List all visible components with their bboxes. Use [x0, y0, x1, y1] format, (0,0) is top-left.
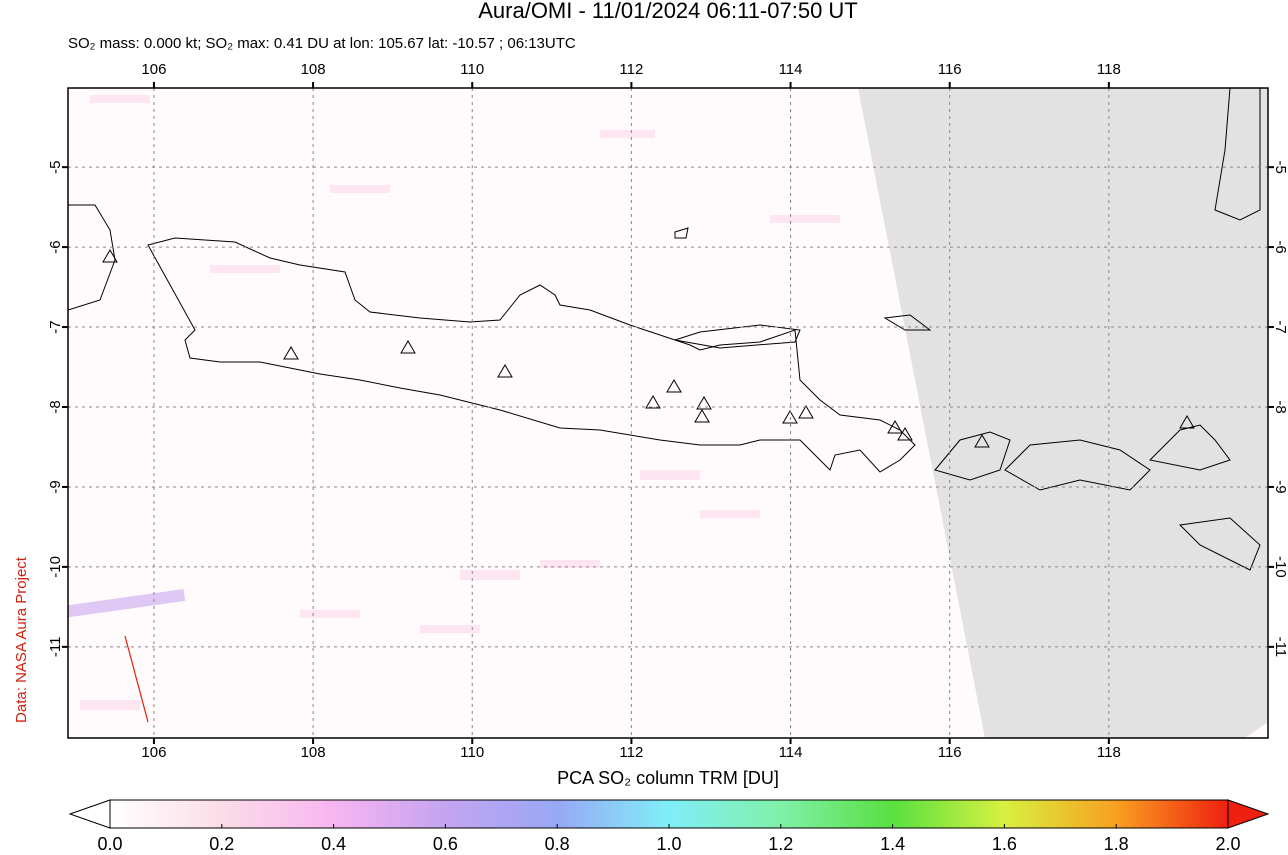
- colorbar-tick-label: 0.6: [433, 834, 458, 854]
- lon-label-bottom: 108: [301, 744, 326, 761]
- lat-label-left: -10: [47, 556, 64, 578]
- lon-label-top: 116: [938, 61, 962, 78]
- lon-label-top: 114: [779, 61, 803, 78]
- colorbar-tick-label: 1.8: [1104, 834, 1129, 854]
- colorbar: [109, 799, 1229, 829]
- lat-label-left: -11: [47, 637, 64, 658]
- colorbar-tick-label: 0.4: [321, 834, 346, 854]
- so2-pixels: [80, 95, 840, 710]
- colorbar-tick-label: 1.6: [992, 834, 1017, 854]
- frame-ticks: 106 106 108 108 110 110 112 112 114 114 116 116 118 1…: [47, 61, 1288, 761]
- colorbar-label: PCA SO₂ column TRM [DU]: [557, 768, 779, 788]
- colorbar-tick-label: 2.0: [1215, 834, 1240, 854]
- lon-label-top: 106: [141, 61, 166, 78]
- subtitle: SO₂ mass: 0.000 kt; SO₂ max: 0.41 DU at …: [68, 35, 576, 52]
- colorbar-tick-label: 0.8: [545, 834, 570, 854]
- lat-label-left: -5: [47, 160, 64, 173]
- lat-label-left: -6: [47, 240, 64, 253]
- lat-label-left: -8: [47, 400, 64, 413]
- map-frame: [67, 87, 1269, 739]
- colorbar-tick-label: 1.2: [768, 834, 793, 854]
- colorbar-ticks: 0.0 0.2 0.4 0.6 0.8 1.0 1.2 1.4 1.6 1.8 2.0: [97, 824, 1241, 854]
- swath-gap: [858, 88, 1268, 738]
- lon-label-bottom: 118: [1097, 744, 1121, 761]
- lon-label-top: 112: [619, 61, 643, 78]
- lat-label-right: -6: [1272, 240, 1288, 253]
- lat-label-right: -8: [1272, 400, 1288, 413]
- colorbar-tick-label: 1.0: [656, 834, 681, 854]
- title: Aura/OMI - 11/01/2024 06:11-07:50 UT: [478, 0, 858, 23]
- lon-label-top: 108: [301, 61, 326, 78]
- lat-label-left: -9: [47, 480, 64, 493]
- colorbar-tick-label: 0.2: [209, 834, 234, 854]
- grid: [68, 88, 1268, 738]
- colorbar-tick-label: 1.4: [880, 834, 905, 854]
- colorbar-high-arrow: [1227, 799, 1270, 829]
- colorbar-tick-label: 0.0: [97, 834, 122, 854]
- lat-label-right: -10: [1272, 556, 1288, 578]
- colorbar-low-arrow: [68, 799, 111, 829]
- so2-pixel: [68, 589, 186, 619]
- lon-label-bottom: 112: [619, 744, 643, 761]
- map-area: [68, 88, 1268, 738]
- lon-label-bottom: 114: [779, 744, 803, 761]
- lon-label-bottom: 110: [460, 744, 484, 761]
- lon-label-bottom: 106: [141, 744, 166, 761]
- lat-label-right: -9: [1272, 480, 1288, 493]
- red-track: [124, 635, 149, 723]
- lon-label-top: 110: [460, 61, 484, 78]
- lat-label-right: -5: [1272, 160, 1288, 173]
- credit: Data: NASA Aura Project: [13, 556, 30, 723]
- lon-label-bottom: 116: [938, 744, 962, 761]
- lat-label-left: -7: [47, 320, 64, 333]
- coastlines: [68, 88, 1261, 571]
- lat-label-right: -11: [1272, 637, 1288, 658]
- volcanoes: [102, 249, 1195, 448]
- lon-label-top: 118: [1097, 61, 1121, 78]
- lat-label-right: -7: [1272, 320, 1288, 333]
